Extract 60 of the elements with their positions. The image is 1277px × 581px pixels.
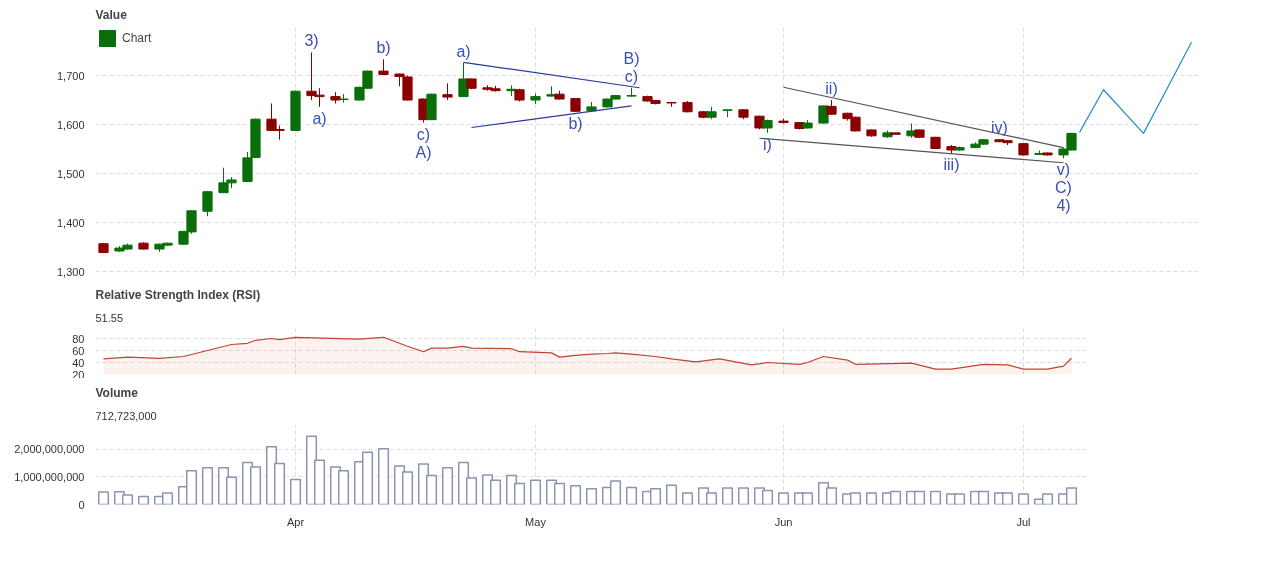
y-tick-label: 1,700 (56, 69, 85, 82)
bar (289, 478, 302, 505)
bar (737, 487, 750, 505)
legend-label: Chart (122, 31, 152, 45)
y-tick-label: 40 (72, 356, 85, 369)
annotation: 4) (1056, 197, 1071, 215)
y-tick-label: 20 (72, 368, 85, 381)
y-tick-label: 1,600 (56, 118, 85, 131)
bar (569, 484, 582, 505)
y-tick-label: 1,000,000,000 (14, 470, 85, 483)
bar (377, 448, 390, 505)
bar (929, 490, 942, 505)
y-tick-label: 1,300 (56, 265, 85, 278)
chart-title: Volume (95, 385, 139, 400)
bar (665, 484, 678, 505)
x-tick-label: Jun (774, 515, 793, 528)
bar (585, 488, 598, 505)
x-tick-label: Jul (1016, 515, 1031, 528)
y-tick-label: 1,400 (56, 216, 85, 229)
candlestick (202, 190, 213, 217)
bar (441, 467, 454, 505)
y-tick-label: 80 (72, 332, 85, 345)
annotation: c) (624, 67, 639, 85)
y-tick-label: 1,500 (56, 167, 85, 180)
annotation: a) (312, 109, 327, 127)
annotation: 3) (304, 32, 319, 50)
bar (681, 492, 694, 505)
bar (865, 492, 878, 505)
annotation: A) (415, 143, 432, 161)
candlestick (458, 62, 469, 98)
bar (137, 495, 150, 505)
annotation: ii) (825, 80, 838, 98)
bar (625, 486, 638, 505)
y-tick-label: 60 (72, 344, 85, 357)
annotation: b) (376, 39, 391, 57)
bar (97, 491, 110, 505)
annotation: B) (623, 49, 640, 67)
bar (721, 487, 734, 505)
candlestick (818, 104, 829, 125)
chart-subtitle: 51.55 (95, 311, 124, 324)
x-tick-label: Apr (286, 515, 305, 528)
y-tick-label: 0 (78, 498, 85, 511)
annotation: b) (568, 114, 583, 132)
annotation: C) (1055, 179, 1072, 197)
chart-title: Value (95, 7, 128, 22)
bar (529, 479, 542, 505)
chart-subtitle: 712,723,000 (95, 409, 157, 422)
annotation: a) (456, 42, 471, 60)
bar (201, 467, 214, 505)
y-tick-label: 2,000,000,000 (14, 443, 85, 456)
bar (1017, 493, 1030, 505)
x-tick-label: May (525, 515, 547, 528)
annotation: iii) (943, 156, 960, 174)
bar (777, 492, 790, 505)
chart-title: Relative Strength Index (RSI) (95, 287, 261, 302)
annotation: i) (763, 135, 772, 153)
annotation: iv) (991, 119, 1008, 137)
line-series (1078, 41, 1193, 134)
annotation: v) (1056, 161, 1071, 179)
annotation: c) (416, 125, 431, 143)
